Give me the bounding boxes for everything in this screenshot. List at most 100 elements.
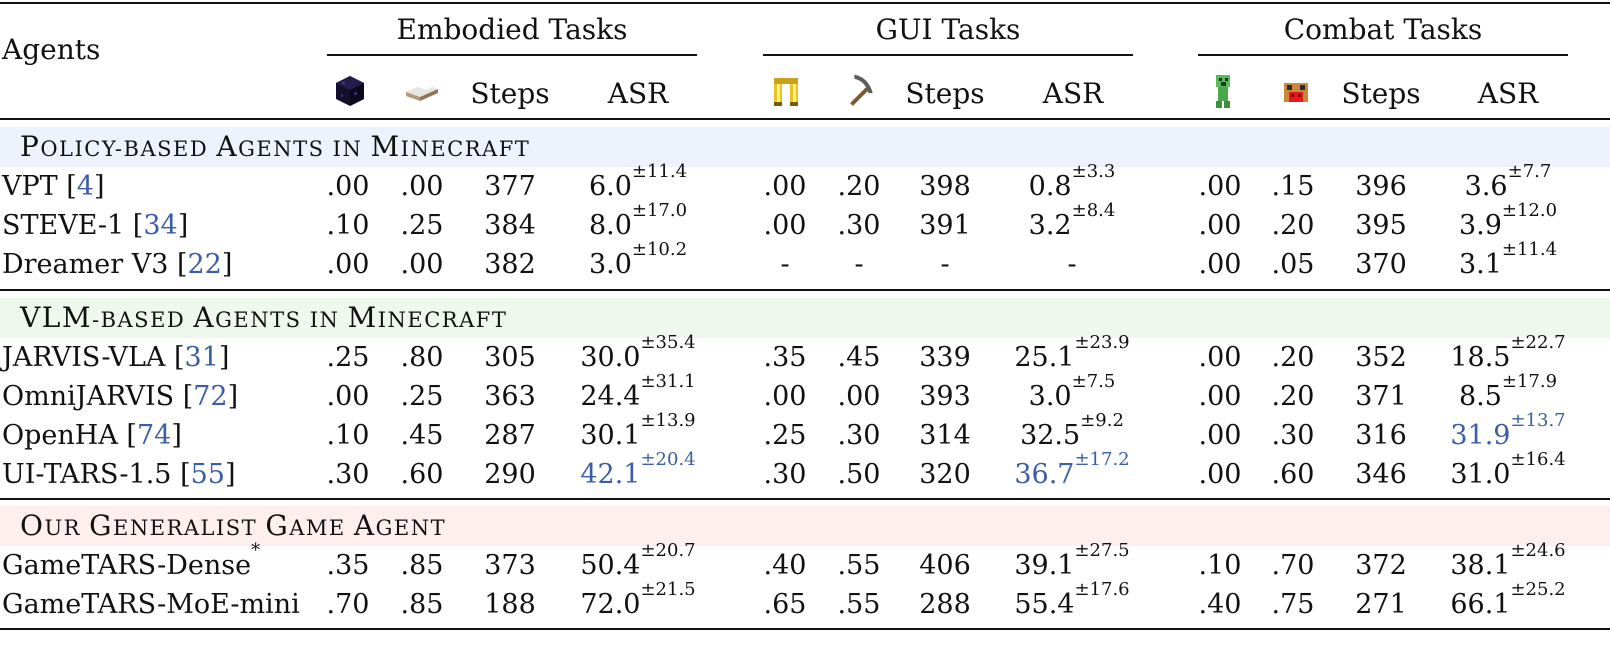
success-rate-cell: .00 bbox=[837, 381, 881, 412]
asr-std: ±35.4 bbox=[640, 332, 696, 353]
asr-std: ±31.1 bbox=[640, 371, 696, 392]
citation-link[interactable]: 22 bbox=[187, 249, 222, 280]
section-title-capital: G bbox=[265, 509, 290, 542]
section-title-capital: G bbox=[89, 509, 114, 542]
success-rate-cell: .00 bbox=[326, 249, 370, 280]
asr-cell: 72.0±21.5 bbox=[580, 579, 696, 621]
asr-std: ±25.2 bbox=[1510, 579, 1566, 600]
success-rate-cell: .00 bbox=[400, 171, 444, 202]
success-rate-cell: .45 bbox=[837, 342, 881, 373]
asr-std: ±13.7 bbox=[1510, 410, 1566, 431]
asr-std: ±16.4 bbox=[1510, 449, 1566, 470]
asr-std: ±11.4 bbox=[631, 161, 688, 182]
success-rate-cell: .00 bbox=[1198, 420, 1242, 451]
agent-label: GameTARS-MoE-mini bbox=[2, 589, 300, 620]
asr-std: ±13.9 bbox=[640, 410, 696, 431]
success-rate-cell: .05 bbox=[1271, 249, 1315, 280]
steps-cell: 320 bbox=[919, 459, 971, 490]
success-rate-cell: .10 bbox=[326, 210, 370, 241]
agent-label: GameTARS-Dense bbox=[2, 550, 252, 581]
steps-cell: 287 bbox=[484, 420, 536, 451]
asr-cell: 8.5±17.9 bbox=[1458, 371, 1558, 413]
agent-label: STEVE-1 [ bbox=[2, 210, 144, 241]
agent-name: JARVIS-VLA [31] bbox=[2, 338, 229, 378]
success-rate-cell: .30 bbox=[1271, 420, 1315, 451]
steps-cell: 373 bbox=[484, 550, 536, 581]
asr-std: ±17.0 bbox=[631, 200, 688, 221]
success-rate-cell: .20 bbox=[837, 171, 881, 202]
steps-cell: 271 bbox=[1355, 589, 1407, 620]
success-rate-cell: .15 bbox=[1271, 171, 1315, 202]
success-rate-cell: .00 bbox=[763, 210, 807, 241]
success-rate-cell: .00 bbox=[1198, 459, 1242, 490]
success-rate-cell: .00 bbox=[326, 381, 370, 412]
steps-cell: 398 bbox=[919, 171, 971, 202]
success-rate-cell: .75 bbox=[1271, 589, 1315, 620]
asr-std: ±17.6 bbox=[1074, 579, 1130, 600]
steps-cell: 382 bbox=[484, 249, 536, 280]
group-rule-combat bbox=[1198, 54, 1568, 56]
citation-link[interactable]: 72 bbox=[193, 381, 228, 412]
citation-link[interactable]: 31 bbox=[184, 342, 219, 373]
success-rate-cell: .10 bbox=[1198, 550, 1242, 581]
citation-bracket: ] bbox=[171, 420, 182, 451]
asr-cell: 3.9±12.0 bbox=[1458, 200, 1558, 242]
agent-name: Dreamer V3 [22] bbox=[2, 245, 232, 285]
golden-boots-icon bbox=[774, 78, 798, 106]
asr-std: ±22.7 bbox=[1510, 332, 1566, 353]
col-steps-combat: Steps bbox=[1341, 77, 1421, 110]
success-rate-cell: .85 bbox=[400, 589, 444, 620]
section-title-smallcaps: ENERALIST bbox=[113, 516, 266, 540]
success-rate-cell: .35 bbox=[763, 342, 807, 373]
asr-std: ±3.3 bbox=[1071, 161, 1116, 182]
table-row: UI-TARS-1.5 [55] .30 .60 290 42.1±20.4 .30 .50… bbox=[0, 449, 1610, 495]
section-title-capital: O bbox=[20, 509, 45, 542]
agent-name: VPT [4] bbox=[2, 167, 105, 207]
asr-cell: 25.1±23.9 bbox=[1014, 332, 1130, 374]
col-steps-embodied: Steps bbox=[470, 77, 550, 110]
mooshroom-icon bbox=[1284, 78, 1308, 102]
section-title-smallcaps: OLICY-BASED bbox=[40, 137, 217, 161]
asr-cell: 6.0±11.4 bbox=[588, 161, 688, 203]
success-rate-cell: .50 bbox=[837, 459, 881, 490]
asr-cell: 42.1±20.4 bbox=[580, 449, 696, 491]
citation-link[interactable]: 74 bbox=[136, 420, 172, 451]
group-gui-tasks: GUI Tasks bbox=[875, 13, 1021, 46]
section-title-capital: M bbox=[370, 130, 401, 163]
steps-cell: 384 bbox=[484, 210, 536, 241]
citation-link[interactable]: 55 bbox=[190, 459, 225, 490]
steps-cell: 288 bbox=[919, 589, 971, 620]
asr-cell: 31.0±16.4 bbox=[1450, 449, 1566, 491]
success-rate-cell: .00 bbox=[326, 171, 370, 202]
asr-std: ±20.4 bbox=[640, 449, 696, 470]
steps-cell: 188 bbox=[484, 589, 536, 620]
success-rate-cell: .20 bbox=[1271, 381, 1315, 412]
group-rule-embodied bbox=[327, 54, 697, 56]
steps-cell: 290 bbox=[484, 459, 536, 490]
table-row: GameTARS-Dense* .35 .85 373 50.4±20.7 .40 .55 4… bbox=[0, 542, 1610, 586]
success-rate-cell: .25 bbox=[400, 210, 444, 241]
asr-std: ±20.7 bbox=[640, 540, 696, 561]
asr-cell: 3.0±7.5 bbox=[1028, 371, 1116, 413]
citation-link[interactable]: 4 bbox=[76, 171, 94, 202]
section-title: VLM-BASED AGENTS IN MINECRAFT bbox=[20, 298, 507, 338]
citation-link[interactable]: 34 bbox=[143, 210, 178, 241]
success-rate-cell: .00 bbox=[1198, 210, 1242, 241]
success-rate-cell: .20 bbox=[1271, 210, 1315, 241]
asr-std: ±9.2 bbox=[1080, 410, 1124, 431]
citation-bracket: ] bbox=[93, 171, 105, 202]
table-row: JARVIS-VLA [31] .25 .80 305 30.0±35.4 .35 .45 3… bbox=[0, 332, 1610, 378]
section-title-smallcaps: GENTS IN bbox=[238, 137, 371, 161]
asr-cell: 8.0±17.0 bbox=[588, 200, 688, 242]
steps-cell: 363 bbox=[484, 381, 536, 412]
section-title-capital: VLM bbox=[20, 301, 92, 334]
steps-cell: - bbox=[940, 249, 950, 280]
success-rate-cell: .30 bbox=[763, 459, 807, 490]
asr-cell: 18.5±22.7 bbox=[1450, 332, 1566, 374]
table-row: Dreamer V3 [22] .00 .00 382 3.0±10.2 - - - - .00.… bbox=[0, 241, 1610, 285]
asr-cell: 31.9±13.7 bbox=[1450, 410, 1566, 452]
asr-cell: 24.4±31.1 bbox=[580, 371, 696, 413]
steps-cell: 377 bbox=[484, 171, 536, 202]
asr-cell: 30.0±35.4 bbox=[580, 332, 696, 374]
citation-bracket: ] bbox=[218, 342, 230, 373]
